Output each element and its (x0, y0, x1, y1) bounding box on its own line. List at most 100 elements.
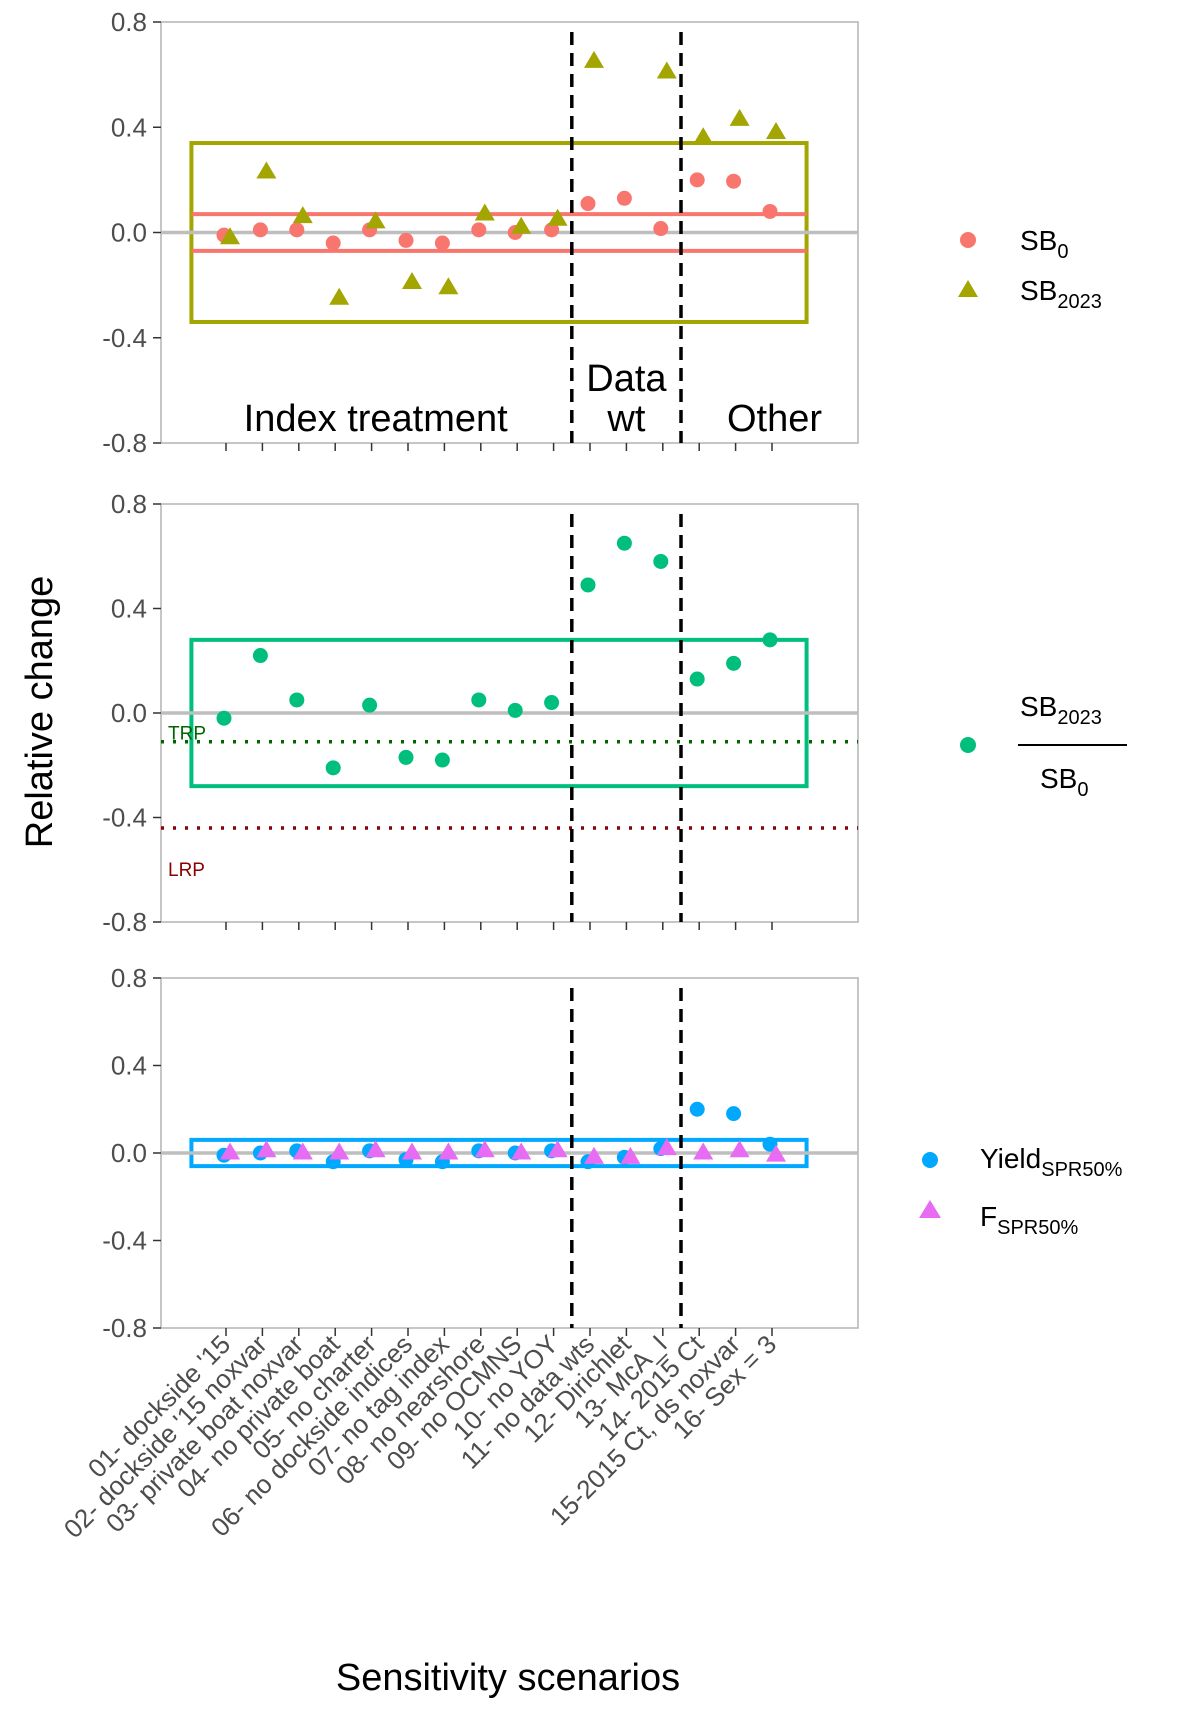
legend-middle: SB2023 SB0 (960, 691, 1127, 801)
data-point (507, 702, 523, 718)
ref-label-trp: TRP (168, 724, 206, 745)
panel-middle: 0.8 0.4 0.0 -0.4 -0.8 TRP LRP (102, 489, 859, 937)
data-point (729, 108, 750, 126)
y-axis-title: Relative change (19, 576, 61, 849)
data-point (365, 211, 386, 229)
data-point (220, 1142, 240, 1160)
y-tick-label: 0.0 (111, 698, 147, 728)
legend-key-triangle (919, 1200, 941, 1218)
y-tick-label: 0.4 (111, 1051, 147, 1081)
data-point (762, 1136, 778, 1152)
data-point (762, 203, 778, 219)
data-point (292, 206, 313, 224)
data-point (289, 692, 305, 708)
data-point (689, 671, 705, 687)
y-tick-label: 0.0 (111, 1138, 147, 1168)
y-tick-label: 0.4 (111, 112, 147, 142)
data-point (256, 1140, 277, 1158)
data-point (689, 1101, 705, 1117)
y-tick-label: -0.8 (102, 1313, 147, 1343)
y-tick-label: 0.4 (111, 594, 147, 624)
legend-key-circle (922, 1152, 938, 1168)
legend-key-circle (960, 232, 976, 248)
data-point (434, 752, 450, 768)
data-point (616, 190, 632, 206)
data-point (544, 222, 560, 238)
ref-label-lrp: LRP (168, 860, 205, 881)
data-point (434, 235, 450, 251)
data-point (616, 535, 632, 551)
legends: SB0 SB2023 SB2023 SB0 YieldSPR50% FSPR50% (919, 225, 1127, 1239)
data-point (580, 196, 596, 212)
data-point (402, 271, 422, 289)
data-point (252, 648, 268, 664)
y-tick-label: -0.8 (102, 907, 147, 937)
data-point (402, 1142, 422, 1160)
y-tick-label: -0.4 (102, 803, 147, 833)
data-point (220, 227, 240, 245)
y-tick-label: 0.8 (111, 489, 147, 519)
data-point (766, 1144, 786, 1162)
data-point (689, 172, 705, 188)
data-point (511, 1142, 532, 1160)
data-point (471, 222, 487, 238)
y-tick-label: -0.4 (102, 1226, 147, 1256)
data-point (653, 221, 669, 237)
data-point (252, 222, 268, 238)
region-label: Other (727, 398, 822, 440)
data-point (398, 749, 414, 765)
y-tick-label: 0.0 (111, 218, 147, 248)
data-point (584, 1146, 604, 1164)
legend-key-triangle (958, 280, 978, 297)
data-point (726, 1106, 742, 1122)
region-label: Data (586, 358, 667, 400)
legend-label-sb0: SB0 (1020, 225, 1068, 263)
data-point (289, 222, 305, 238)
data-point (693, 127, 714, 145)
data-point (329, 1142, 350, 1160)
data-point (580, 577, 596, 593)
data-point (365, 1140, 386, 1158)
legend-label-denominator: SB0 (1040, 763, 1088, 801)
legend-top: SB0 SB2023 (958, 225, 1102, 313)
legend-label-f: FSPR50% (980, 1201, 1078, 1239)
legend-label-sb2023: SB2023 (1020, 275, 1102, 313)
data-point (693, 1142, 714, 1160)
legend-key-circle (960, 737, 976, 753)
y-tick-label: 0.8 (111, 7, 147, 37)
data-point (438, 1142, 459, 1160)
data-point (511, 216, 532, 234)
data-point (729, 1140, 750, 1158)
data-point (726, 173, 742, 189)
data-point (471, 692, 487, 708)
data-point (656, 61, 677, 79)
y-tick-label: -0.4 (102, 323, 147, 353)
data-point (766, 121, 786, 139)
data-point (329, 287, 350, 305)
data-point (256, 161, 277, 179)
data-point (547, 1140, 568, 1158)
data-point (438, 277, 459, 295)
legend-label-yield: YieldSPR50% (980, 1143, 1123, 1181)
legend-label-numerator: SB2023 (1020, 691, 1102, 729)
data-point (544, 695, 560, 711)
data-point (653, 553, 669, 569)
data-point (325, 760, 341, 776)
region-label: Index treatment (244, 398, 508, 440)
legend-bottom: YieldSPR50% FSPR50% (919, 1143, 1123, 1239)
x-axis-title: Sensitivity scenarios (336, 1657, 680, 1699)
y-tick-label: -0.8 (102, 428, 147, 458)
data-point (216, 710, 232, 726)
data-point (292, 1142, 313, 1160)
data-point (474, 203, 495, 221)
data-point (547, 208, 568, 226)
y-tick-label: 0.8 (111, 963, 147, 993)
region-label: wt (606, 398, 645, 440)
data-point (398, 232, 414, 248)
data-point (656, 1138, 677, 1156)
data-point (620, 1146, 641, 1164)
data-point (762, 632, 778, 648)
